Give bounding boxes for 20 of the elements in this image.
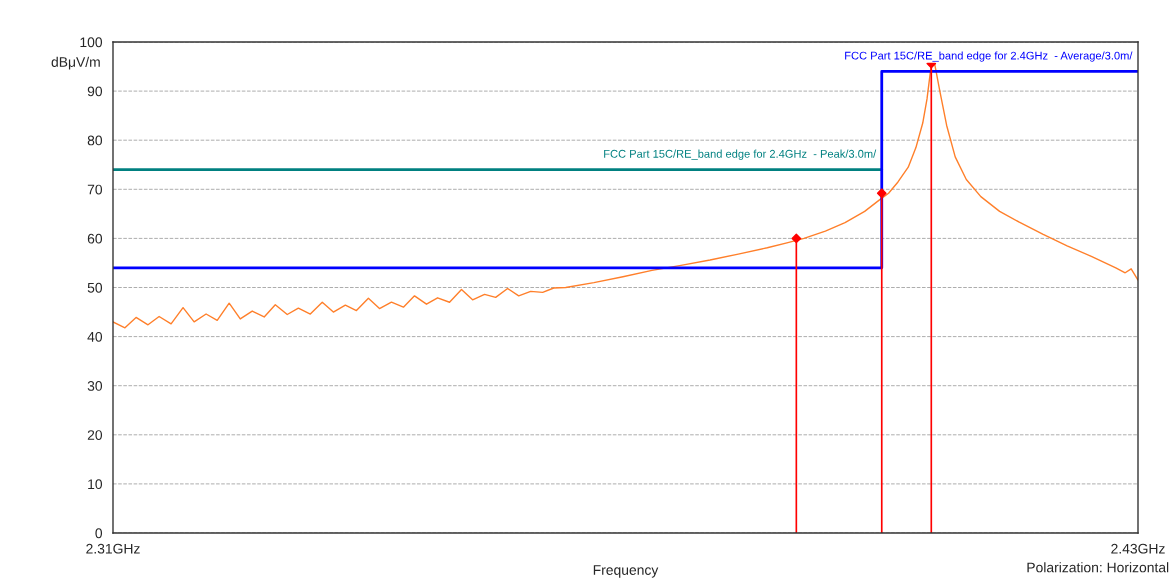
point <box>876 188 887 199</box>
y-tick-label: 70 <box>87 184 103 195</box>
y-tick-label: 30 <box>87 381 103 391</box>
y-tick-label: 60 <box>87 233 103 244</box>
y-tick-label: 10 <box>88 479 103 490</box>
x-tick-label: 2.43GHz <box>1111 543 1165 554</box>
series-label: FCC Part 15C/RE_band edge for 2.4GHz - Average/3.0m/ <box>845 51 1133 62</box>
point <box>791 233 802 244</box>
text: Polarization: Horizontal <box>1027 562 1169 573</box>
y-axis-title: dBμV/m <box>51 56 100 70</box>
y-tick-label: 20 <box>87 430 103 440</box>
y-tick-label: 50 <box>87 282 103 293</box>
y-tick-label: 80 <box>87 135 103 146</box>
x-tick-label: 2.31GHz <box>86 543 140 554</box>
x-axis-title: Frequency <box>593 565 659 578</box>
series-label: FCC Part 15C/RE_band edge for 2.4GHz - Peak/3.0m/ <box>604 149 877 160</box>
y-tick-label: 0 <box>95 528 103 539</box>
y-tick-label: 40 <box>87 331 103 342</box>
y-tick-label: 100 <box>80 37 103 48</box>
y-tick-label: 90 <box>87 86 103 97</box>
